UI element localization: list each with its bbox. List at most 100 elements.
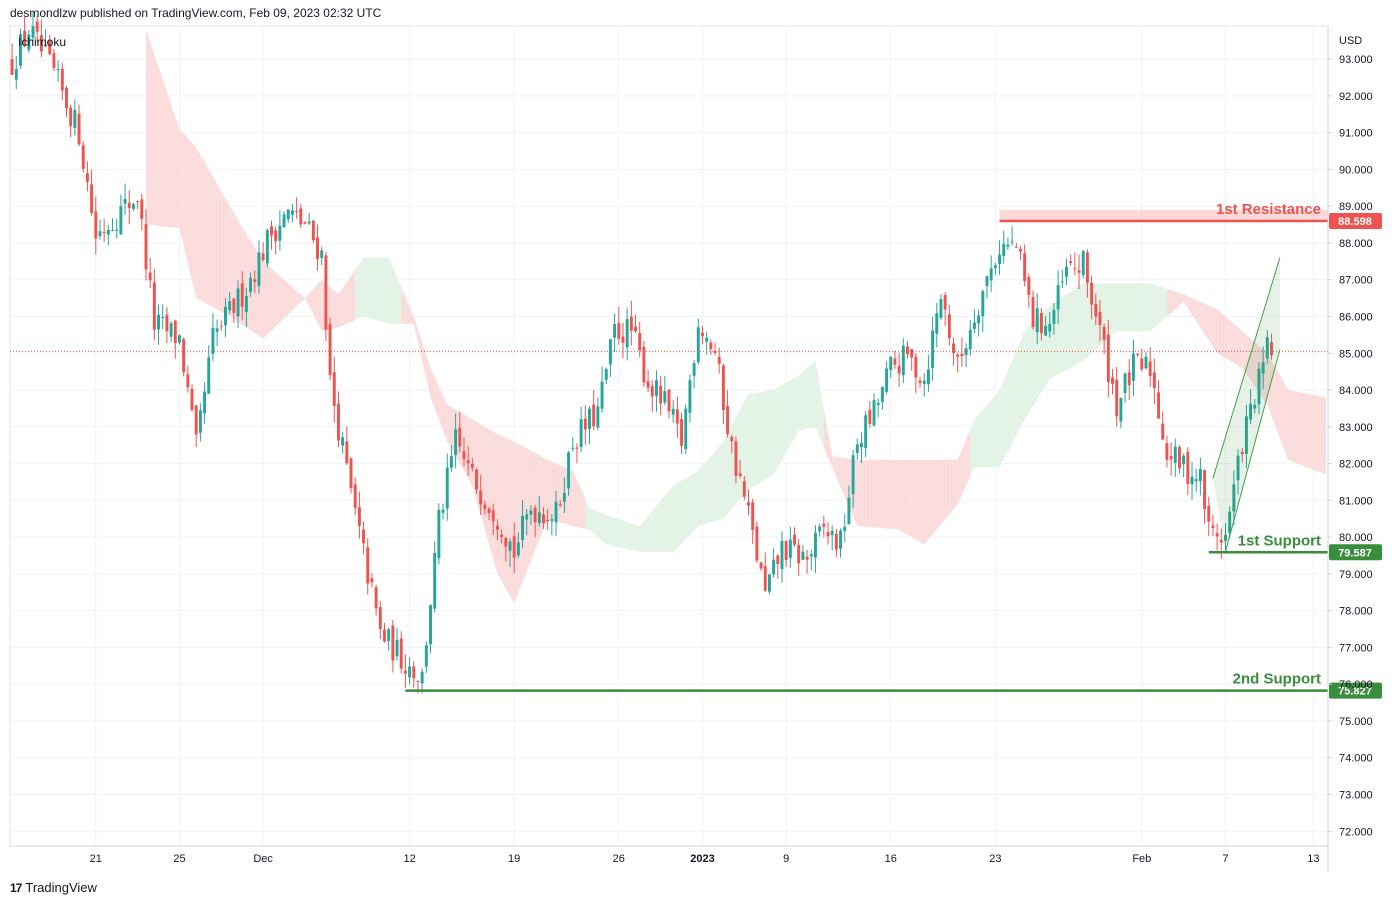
cloud-segment <box>1074 286 1080 366</box>
candle-body <box>1073 268 1077 270</box>
candle-body <box>952 343 955 354</box>
candle-body <box>60 69 64 91</box>
candle-body <box>935 313 939 334</box>
time-axis[interactable]: 21 25 Dec 12 19 26 2023 9 16 23 Feb 7 13 <box>10 845 1328 865</box>
candle-body <box>604 369 608 380</box>
candle-body <box>1165 443 1169 460</box>
level-price-label[interactable]: 79.587 <box>1338 547 1372 559</box>
candle-body <box>1094 303 1098 317</box>
cloud-segment <box>1246 334 1251 381</box>
cloud-segment <box>911 459 916 540</box>
candle-body <box>508 541 512 551</box>
candle-body <box>357 507 361 526</box>
candle-body <box>320 250 324 258</box>
cloud-segment <box>932 459 937 535</box>
cloud-segment <box>392 267 398 324</box>
cloud-segment <box>832 456 837 478</box>
cloud-segment <box>514 441 519 604</box>
cloud-segment <box>1012 350 1017 444</box>
level-price-label[interactable]: 75.827 <box>1338 686 1372 698</box>
cloud-segment <box>154 54 159 226</box>
cloud-segment <box>1028 322 1034 413</box>
cloud-segment <box>505 437 511 596</box>
cloud-segment <box>1238 327 1243 368</box>
candle-body <box>1069 261 1073 264</box>
candle-body <box>324 255 328 330</box>
cloud-segment <box>652 505 657 552</box>
cloud-segment <box>1183 294 1188 309</box>
price-tick-label: 89.000 <box>1339 201 1373 213</box>
cloud-segment <box>606 515 611 546</box>
cloud-segment <box>882 459 887 529</box>
candle-body <box>1265 337 1269 359</box>
cloud-segment <box>1317 395 1322 473</box>
price-tick-label: 86.000 <box>1339 311 1373 323</box>
candle-body <box>1115 379 1119 417</box>
cloud-segment <box>535 453 540 551</box>
candle-body <box>1090 282 1094 305</box>
cloud-segment <box>585 498 590 530</box>
price-tick-label: 74.000 <box>1339 753 1373 765</box>
cloud-segment <box>338 288 343 328</box>
cloud-segment <box>1292 390 1297 464</box>
candle-body <box>148 272 152 281</box>
cloud-segment <box>539 455 544 540</box>
candle-body <box>542 514 545 524</box>
cloud-segment <box>371 257 377 321</box>
cloud-segment <box>614 517 619 548</box>
cloud-segment <box>685 475 690 539</box>
candle-body <box>479 490 483 505</box>
candle-body <box>157 314 161 330</box>
candle-body <box>282 214 286 228</box>
level-price-tag[interactable] <box>1329 544 1382 561</box>
candle-body <box>424 645 428 667</box>
cloud-segment <box>894 459 900 530</box>
cloud-segment <box>363 257 368 318</box>
candle-body <box>366 547 370 584</box>
cloud-segment <box>689 473 695 535</box>
level-label[interactable]: 1st Resistance <box>1216 201 1321 218</box>
cloud-segment <box>1267 353 1272 416</box>
candle-body <box>968 329 972 350</box>
candle-body <box>575 447 579 449</box>
candle-body <box>249 277 253 293</box>
candle-body <box>809 554 813 557</box>
cloud-segment <box>995 390 1000 468</box>
candle-body <box>403 670 407 674</box>
candle-body <box>500 534 504 537</box>
candle-body <box>1131 353 1135 381</box>
level-price-tag[interactable] <box>1329 212 1382 229</box>
currency-label[interactable]: USD <box>1339 35 1362 47</box>
indicator-label[interactable]: Ichimoku <box>18 35 66 49</box>
level-price-label[interactable]: 88.598 <box>1338 216 1372 228</box>
candle-body <box>981 291 985 317</box>
candle-body <box>680 418 684 446</box>
cloud-segment <box>748 393 753 490</box>
price-axis[interactable]: 93.000 92.000 91.000 90.000 89.000 88.000 87.0… <box>1327 26 1373 872</box>
candle-body <box>822 523 826 527</box>
candle-body <box>378 607 382 629</box>
cloud-segment <box>438 386 444 431</box>
cloud-segment <box>991 394 996 468</box>
cloud-segment <box>447 404 452 449</box>
cloud-segment <box>999 380 1004 468</box>
candle-body <box>10 59 14 75</box>
candle-body <box>278 225 282 241</box>
cloud-segment <box>890 459 895 530</box>
candle-body <box>1253 404 1257 409</box>
level-price-tag[interactable] <box>1329 682 1382 699</box>
cloud-segment <box>1288 390 1293 462</box>
level-label[interactable]: 1st Support <box>1238 532 1321 549</box>
candle-body <box>713 350 717 353</box>
candle-body <box>140 199 144 219</box>
cloud-segment <box>401 287 406 324</box>
tradingview-brand[interactable]: 17 TradingView <box>10 880 97 895</box>
cloud-segment <box>702 461 707 525</box>
candle-body <box>629 316 633 331</box>
cloud-segment <box>175 116 180 229</box>
level-label[interactable]: 2nd Support <box>1233 671 1321 688</box>
cloud-segment <box>727 425 732 514</box>
cloud-segment <box>162 79 167 227</box>
cloud-segment <box>1171 290 1176 313</box>
